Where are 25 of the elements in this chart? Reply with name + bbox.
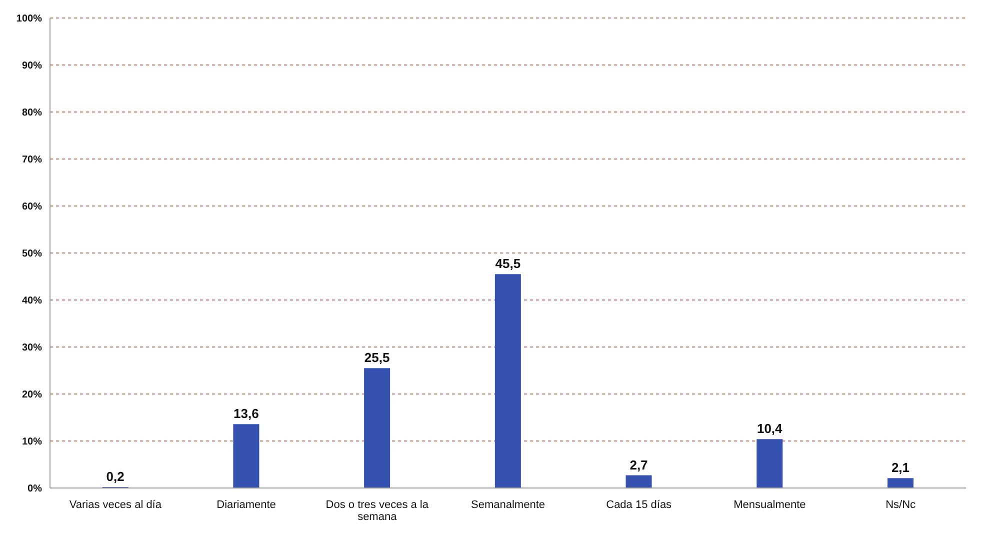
x-tick-label: Diariamente (216, 499, 276, 511)
y-tick-label: 10% (22, 436, 42, 448)
y-tick-label: 90% (22, 60, 42, 72)
x-tick-label: Semanalmente (471, 499, 545, 511)
x-tick-label: Ns/Nc (886, 499, 916, 511)
y-tick-label: 50% (22, 248, 42, 260)
data-label: 13,6 (234, 406, 259, 422)
x-tick-label: Cada 15 días (606, 499, 672, 511)
data-label: 45,5 (495, 256, 521, 272)
y-tick-label: 60% (22, 202, 42, 213)
data-label: 25,5 (364, 350, 390, 366)
x-tick-label: Dos o tres veces a la semana (326, 499, 430, 523)
y-tick-label: 40% (22, 296, 42, 307)
y-tick-label: 20% (22, 390, 42, 401)
x-tick-label: Varias veces al día (69, 499, 162, 511)
data-label: 2,1 (891, 460, 910, 476)
data-label: 0,2 (106, 469, 124, 484)
y-tick-label: 80% (22, 108, 42, 119)
y-tick-label: 100% (16, 14, 42, 25)
data-label: 2,7 (630, 457, 648, 472)
y-tick-label: 70% (22, 154, 42, 166)
x-tick-label: Mensualmente (734, 499, 806, 511)
y-tick-label: 30% (22, 342, 42, 354)
data-label: 10,4 (756, 421, 784, 436)
y-tick-label: 0% (28, 484, 42, 495)
